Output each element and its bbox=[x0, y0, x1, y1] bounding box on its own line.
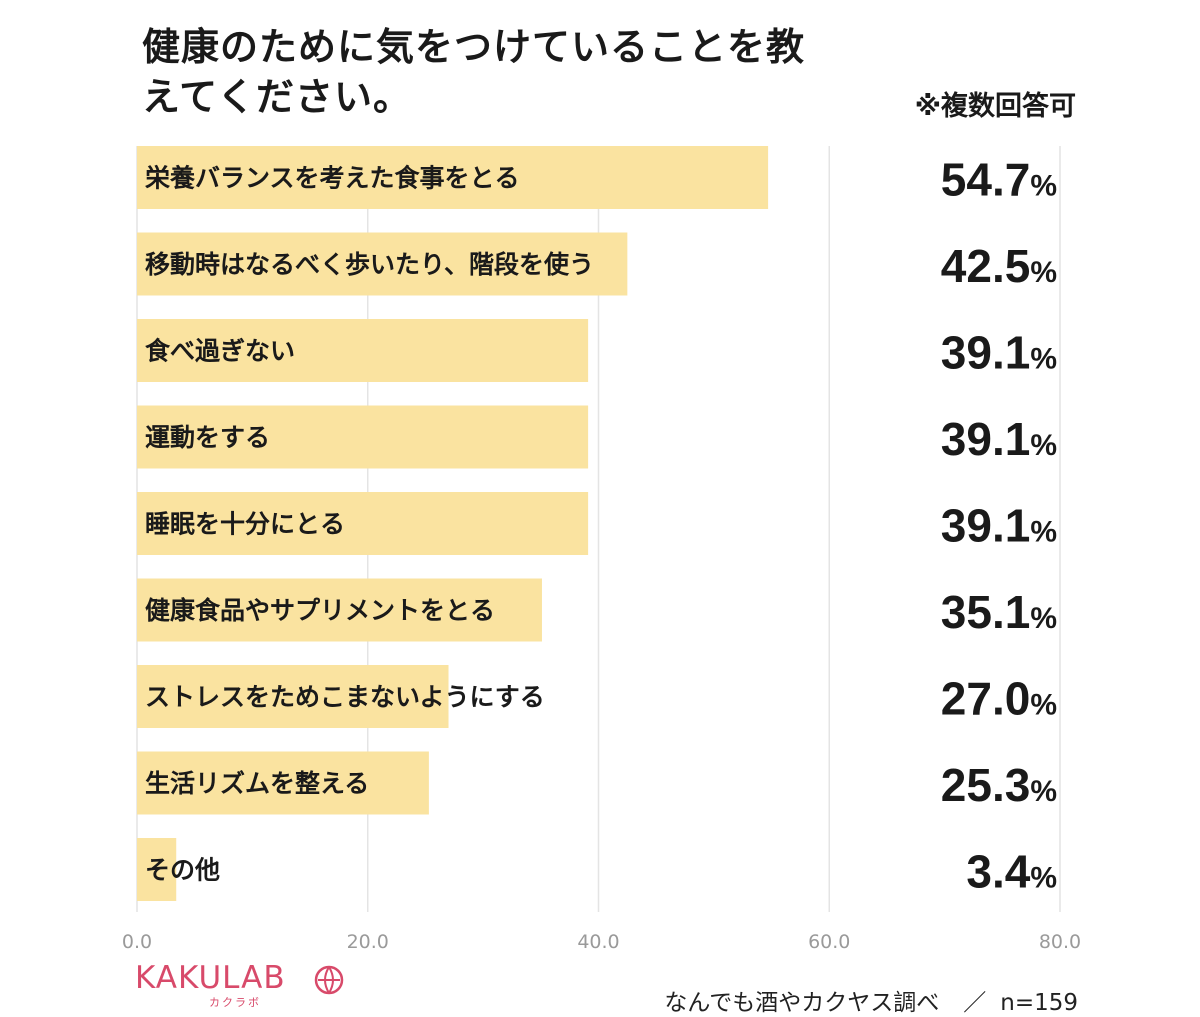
x-tick-label: 40.0 bbox=[577, 931, 619, 953]
category-label: 栄養バランスを考えた食事をとる bbox=[144, 164, 520, 193]
bar bbox=[137, 492, 589, 555]
bar bbox=[137, 665, 449, 728]
bar bbox=[137, 232, 628, 296]
category-label: ストレスをためこまないようにする bbox=[145, 683, 545, 712]
x-tick-label: 0.0 bbox=[122, 931, 152, 953]
x-tick-label: 80.0 bbox=[1039, 931, 1081, 953]
category-label: 生活リズムを整える bbox=[145, 769, 369, 798]
sample-size: n=159 bbox=[1000, 990, 1078, 1016]
value-label: 25.3% bbox=[941, 759, 1057, 811]
bar bbox=[137, 319, 589, 382]
category-label: その他 bbox=[145, 856, 220, 885]
value-label: 54.7% bbox=[941, 154, 1057, 206]
brand-name: KAKULAB bbox=[135, 960, 286, 996]
value-label: 3.4% bbox=[966, 846, 1057, 898]
category-label: 運動をする bbox=[145, 423, 270, 452]
category-label: 睡眠を十分にとる bbox=[145, 510, 345, 539]
x-tick-label: 60.0 bbox=[808, 931, 850, 953]
value-label: 27.0% bbox=[941, 673, 1057, 725]
chart-title: 健康のために気をつけていることを教えてください。 bbox=[142, 25, 806, 119]
category-label: 健康食品やサプリメントをとる bbox=[145, 596, 495, 625]
footer-separator: ／ bbox=[963, 990, 987, 1016]
category-label: 食べ過ぎない bbox=[145, 337, 295, 366]
kakulab-logo: KAKULAB カクラボ bbox=[135, 958, 345, 1010]
source-footer: なんでも酒やカクヤス調べ ／ n=159 bbox=[664, 983, 1078, 1017]
globe-icon bbox=[314, 965, 344, 995]
bar bbox=[137, 838, 177, 901]
brand-subtitle: カクラボ bbox=[209, 996, 261, 1009]
multiple-answers-note: ※複数回答可 bbox=[914, 91, 1076, 122]
value-label: 42.5% bbox=[941, 240, 1057, 292]
bar bbox=[137, 578, 542, 642]
bar bbox=[137, 751, 429, 815]
x-tick-label: 20.0 bbox=[347, 931, 389, 953]
value-label: 39.1% bbox=[941, 327, 1057, 379]
value-label: 35.1% bbox=[941, 586, 1057, 638]
bar bbox=[137, 146, 769, 209]
source-text: なんでも酒やカクヤス調べ bbox=[664, 990, 940, 1016]
value-label: 39.1% bbox=[941, 500, 1057, 552]
category-label: 移動時はなるべく歩いたり、階段を使う bbox=[145, 250, 594, 279]
value-label: 39.1% bbox=[941, 413, 1057, 465]
bar bbox=[137, 405, 589, 469]
